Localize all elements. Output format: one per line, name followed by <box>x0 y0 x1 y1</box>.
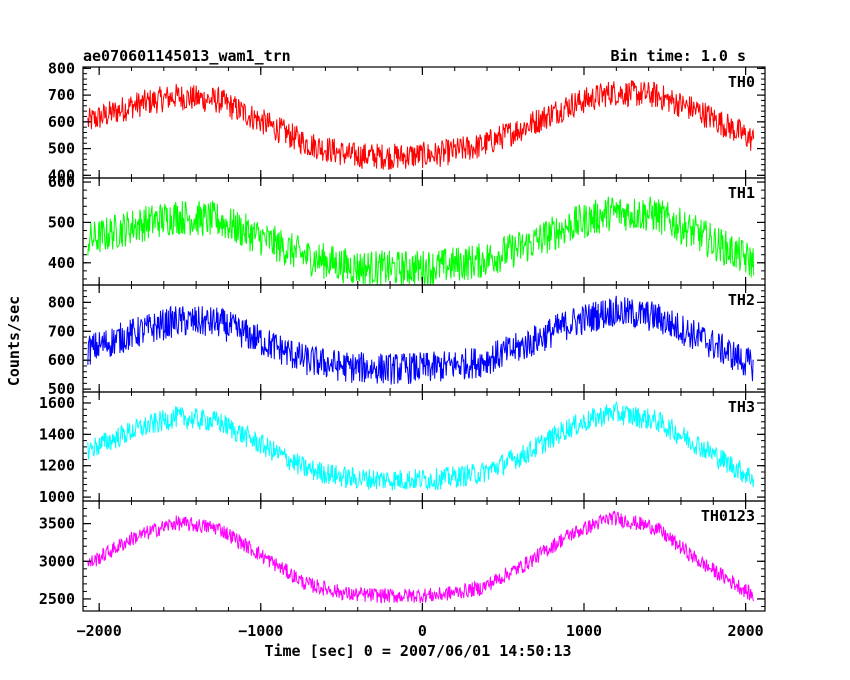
chart-panels: 400 500 600 700 800 TH0 400 500 600 TH1 500 600 700 8… <box>39 59 766 612</box>
series-th3-line <box>87 400 755 491</box>
x-tick-label: −1000 <box>238 622 283 640</box>
x-tick-label: 1000 <box>566 622 602 640</box>
panel-frame <box>82 66 766 179</box>
panel-frame <box>82 500 766 612</box>
panel-th0123: 2500 3000 3500 TH0123 <box>39 500 766 612</box>
x-tick-label: 0 <box>418 622 427 640</box>
panel-label: TH0123 <box>701 507 755 525</box>
panel-frame <box>82 284 766 393</box>
x-tick-label: −2000 <box>77 622 122 640</box>
panel-label: TH1 <box>728 184 755 202</box>
y-tick-label: 3500 <box>39 515 75 533</box>
y-tick-label: 1600 <box>39 394 75 412</box>
chart-title: ae070601145013_wam1_trn <box>83 47 291 65</box>
chart-subtitle: Bin time: 1.0 s <box>611 47 746 65</box>
series-th0123-line <box>87 510 755 604</box>
panel-th1: 400 500 600 TH1 <box>48 173 766 286</box>
y-tick-label: 500 <box>48 213 75 231</box>
y-tick-label: 500 <box>48 140 75 158</box>
panel-label: TH3 <box>728 398 755 416</box>
y-tick-label: 800 <box>48 59 75 77</box>
y-tick-label: 700 <box>48 322 75 340</box>
panel-th3: 1000 1200 1400 1600 TH3 <box>39 391 766 506</box>
y-tick-label: 1400 <box>39 425 75 443</box>
y-axis-label: Counts/sec <box>5 296 23 386</box>
series-th2-line <box>87 295 754 385</box>
panel-frame <box>82 391 766 502</box>
y-tick-label: 600 <box>48 351 75 369</box>
x-axis: −2000 −1000 0 1000 2000 <box>77 622 764 640</box>
y-tick-label: 700 <box>48 86 75 104</box>
x-axis-label: Time [sec] 0 = 2007/06/01 14:50:13 <box>264 642 571 660</box>
panel-label: TH2 <box>728 291 755 309</box>
y-tick-label: 500 <box>48 380 75 398</box>
y-tick-label: 400 <box>48 254 75 272</box>
y-tick-label: 3000 <box>39 552 75 570</box>
series-th1-line <box>87 196 755 285</box>
x-tick-label: 2000 <box>728 622 764 640</box>
panel-label: TH0 <box>728 73 755 91</box>
y-tick-label: 600 <box>48 113 75 131</box>
y-tick-label: 2500 <box>39 590 75 608</box>
y-tick-label: 400 <box>48 166 75 184</box>
series-th0-line <box>87 80 755 170</box>
y-tick-label: 600 <box>48 173 75 191</box>
panel-th2: 500 600 700 800 TH2 <box>48 284 766 398</box>
y-tick-label: 800 <box>48 293 75 311</box>
y-tick-label: 1000 <box>39 488 75 506</box>
panel-th0: 400 500 600 700 800 TH0 <box>48 59 766 184</box>
y-tick-label: 1200 <box>39 457 75 475</box>
